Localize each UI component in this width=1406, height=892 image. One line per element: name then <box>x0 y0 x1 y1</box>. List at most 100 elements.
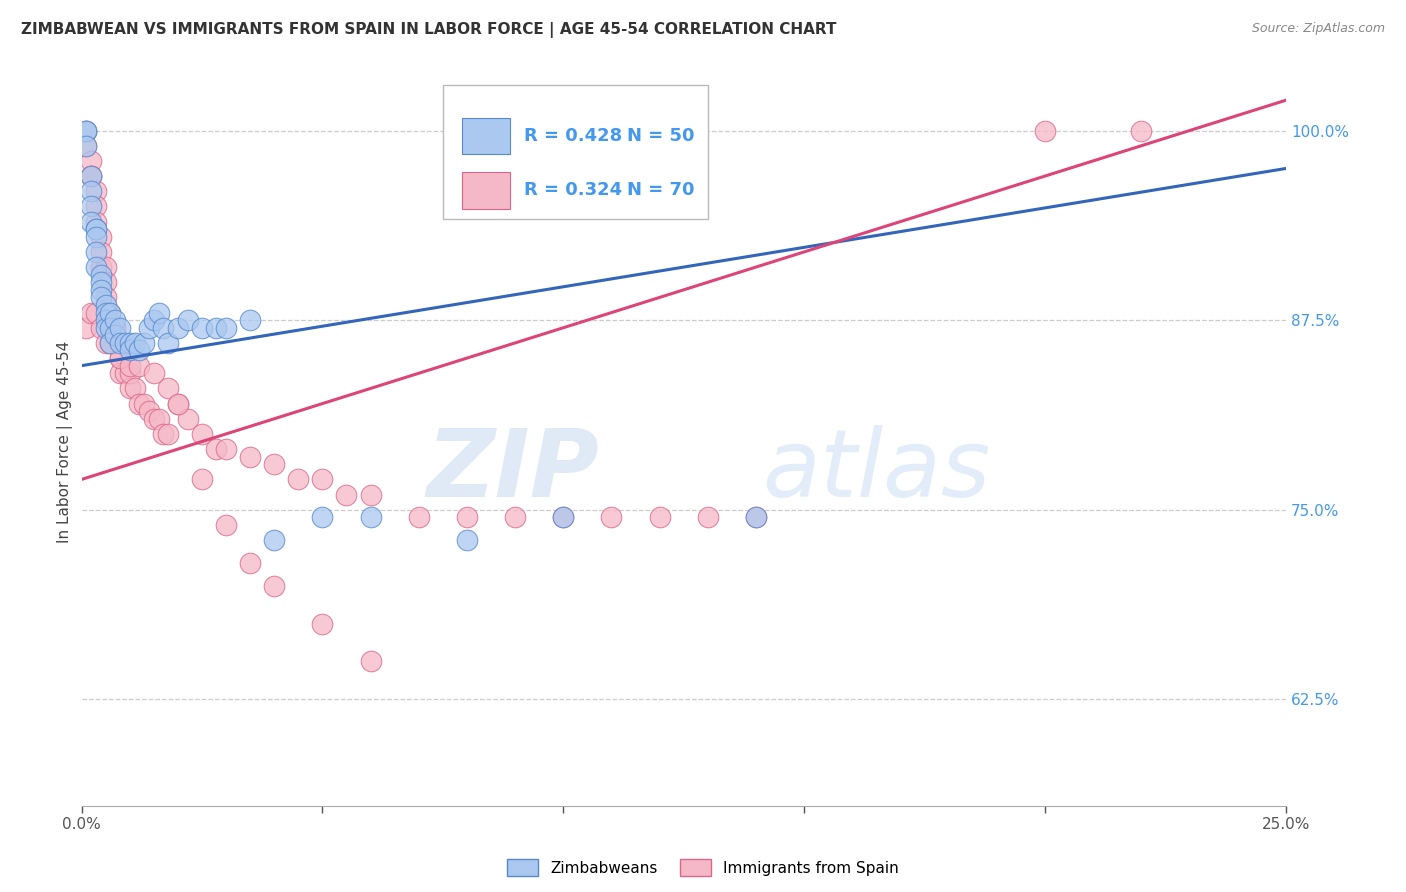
Point <box>124 381 146 395</box>
Point <box>148 305 170 319</box>
Point <box>138 320 160 334</box>
FancyBboxPatch shape <box>463 118 510 154</box>
Point <box>167 396 190 410</box>
Point <box>94 298 117 312</box>
Point <box>94 313 117 327</box>
Point <box>205 320 228 334</box>
Point <box>311 616 333 631</box>
Point <box>128 396 150 410</box>
Point <box>152 320 174 334</box>
Point <box>648 510 671 524</box>
Point <box>167 320 190 334</box>
Point <box>360 655 382 669</box>
Point <box>75 320 97 334</box>
Point <box>152 426 174 441</box>
Point <box>134 335 156 350</box>
Point <box>176 313 198 327</box>
Y-axis label: In Labor Force | Age 45-54: In Labor Force | Age 45-54 <box>58 341 73 542</box>
Point <box>84 305 107 319</box>
Point <box>84 184 107 198</box>
Point <box>80 153 103 168</box>
Point <box>191 472 214 486</box>
Point <box>503 510 526 524</box>
Point <box>104 328 127 343</box>
Text: ZIMBABWEAN VS IMMIGRANTS FROM SPAIN IN LABOR FORCE | AGE 45-54 CORRELATION CHART: ZIMBABWEAN VS IMMIGRANTS FROM SPAIN IN L… <box>21 22 837 38</box>
Point <box>80 305 103 319</box>
Point <box>124 335 146 350</box>
Point <box>118 335 141 350</box>
Point <box>84 229 107 244</box>
Point <box>108 366 131 380</box>
Point <box>80 169 103 183</box>
Point <box>176 411 198 425</box>
Point <box>456 510 478 524</box>
Text: atlas: atlas <box>762 425 990 516</box>
Point <box>311 472 333 486</box>
Point <box>84 222 107 236</box>
Point <box>118 381 141 395</box>
Point <box>157 426 180 441</box>
Point <box>104 320 127 334</box>
Point <box>108 335 131 350</box>
Point <box>90 275 112 289</box>
Point <box>75 123 97 137</box>
Point <box>100 305 122 319</box>
Point <box>80 214 103 228</box>
Point <box>118 366 141 380</box>
Text: N = 70: N = 70 <box>627 181 695 199</box>
Point <box>114 335 136 350</box>
Point <box>142 366 165 380</box>
Point <box>84 260 107 274</box>
Point <box>745 510 768 524</box>
Point <box>148 411 170 425</box>
FancyBboxPatch shape <box>443 85 707 219</box>
Point <box>239 450 262 464</box>
Point <box>157 335 180 350</box>
Point <box>104 335 127 350</box>
Point <box>134 396 156 410</box>
Point <box>94 335 117 350</box>
Point <box>215 320 238 334</box>
Point <box>1130 123 1153 137</box>
Point <box>84 244 107 259</box>
Point <box>94 305 117 319</box>
Point <box>90 268 112 282</box>
Point <box>239 313 262 327</box>
Point <box>75 123 97 137</box>
Point <box>108 351 131 365</box>
Text: R = 0.324: R = 0.324 <box>523 181 621 199</box>
Point <box>239 556 262 570</box>
Text: ZIP: ZIP <box>426 425 599 516</box>
Point <box>118 359 141 373</box>
Point <box>553 510 575 524</box>
Point <box>90 229 112 244</box>
Point <box>90 283 112 297</box>
Point <box>456 533 478 548</box>
Point <box>696 510 718 524</box>
Point <box>80 199 103 213</box>
Text: Source: ZipAtlas.com: Source: ZipAtlas.com <box>1251 22 1385 36</box>
Point <box>167 396 190 410</box>
Point <box>75 138 97 153</box>
Point <box>311 510 333 524</box>
Point <box>100 335 122 350</box>
Point <box>114 366 136 380</box>
Text: N = 50: N = 50 <box>627 128 695 145</box>
Point <box>215 442 238 456</box>
Point <box>80 184 103 198</box>
Point <box>408 510 430 524</box>
Text: R = 0.428: R = 0.428 <box>523 128 621 145</box>
Point <box>1033 123 1056 137</box>
Point <box>745 510 768 524</box>
Point <box>263 457 285 471</box>
FancyBboxPatch shape <box>463 172 510 209</box>
Point <box>84 214 107 228</box>
Point <box>191 320 214 334</box>
Point <box>215 518 238 533</box>
Point <box>84 222 107 236</box>
Point <box>94 290 117 304</box>
Point <box>360 510 382 524</box>
Point <box>287 472 309 486</box>
Point <box>104 313 127 327</box>
Point <box>75 138 97 153</box>
